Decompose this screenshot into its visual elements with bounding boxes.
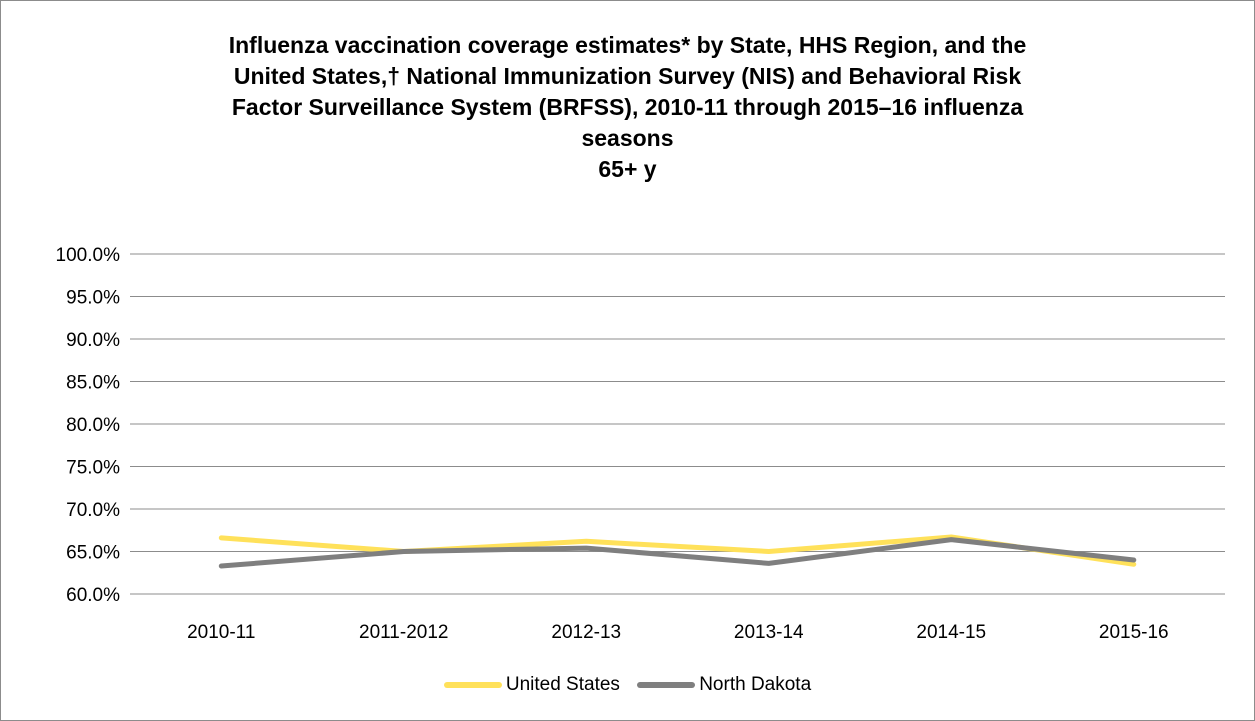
y-tick-label: 60.0% — [66, 585, 120, 606]
x-tick-label: 2012-13 — [551, 622, 621, 643]
legend-swatch — [637, 682, 696, 688]
x-tick-label: 2014-15 — [916, 622, 986, 643]
y-tick-label: 70.0% — [66, 500, 120, 521]
y-tick-label: 100.0% — [56, 245, 121, 266]
legend: United States North Dakota — [0, 672, 1255, 696]
chart-subtitle: 65+ y — [598, 156, 657, 182]
x-tick-label: 2011-2012 — [359, 622, 448, 643]
x-tick-label: 2015-16 — [1099, 622, 1169, 643]
legend-item-united-states: United States — [443, 674, 620, 696]
chart-title-line: United States,† National Immunization Su… — [233, 63, 1022, 89]
chart-title-line: Factor Surveillance System (BRFSS), 2010… — [231, 94, 1024, 120]
y-tick-label: 75.0% — [66, 458, 120, 479]
y-tick-label: 65.0% — [66, 543, 120, 564]
y-tick-label: 95.0% — [66, 288, 120, 309]
chart-title-line: Influenza vaccination coverage estimates… — [228, 32, 1027, 58]
x-tick-label: 2010-11 — [187, 622, 255, 643]
y-tick-label: 85.0% — [66, 373, 120, 394]
x-tick-label: 2013-14 — [734, 622, 804, 643]
chart-title: Influenza vaccination coverage estimates… — [110, 30, 1145, 185]
y-tick-label: 90.0% — [66, 330, 120, 351]
chart-title-line: seasons — [581, 125, 674, 151]
series-line-united-states — [218, 534, 1137, 567]
legend-label: United States — [505, 674, 620, 695]
series-line-north-dakota — [218, 537, 1137, 569]
legend-item-north-dakota: North Dakota — [637, 674, 811, 696]
legend-swatch — [443, 682, 502, 688]
y-tick-label: 80.0% — [66, 415, 120, 436]
legend-label: North Dakota — [699, 674, 812, 695]
